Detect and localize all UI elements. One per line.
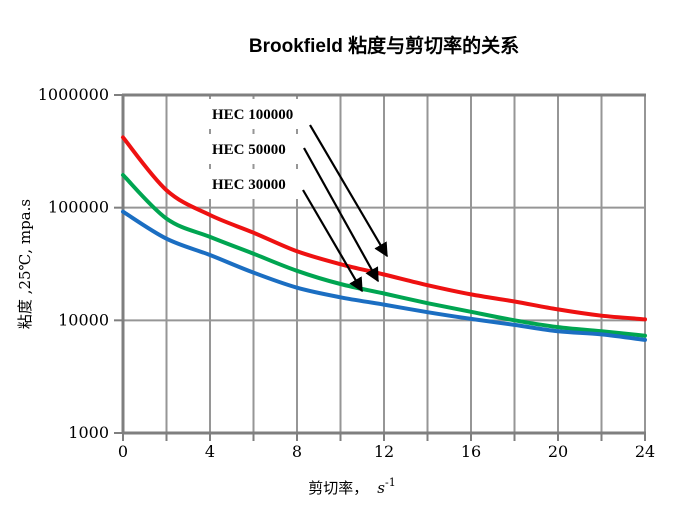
series-labels: HEC 100000 HEC 50000 HEC 30000 bbox=[204, 99, 307, 199]
y-tick-label: 1000 bbox=[68, 423, 109, 442]
chart-title: Brookfield 粘度与剪切率的关系 bbox=[249, 34, 519, 57]
x-axis-exponent: -1 bbox=[385, 476, 396, 489]
x-tick-label: 4 bbox=[205, 442, 215, 461]
annotation-arrows bbox=[302, 124, 388, 293]
x-tick-label: 24 bbox=[635, 442, 655, 461]
series-label-hec-50000: HEC 50000 bbox=[212, 142, 286, 158]
series-label-hec-100000: HEC 100000 bbox=[212, 107, 293, 123]
series-label-box bbox=[204, 134, 307, 164]
y-axis-title: 粘度 ,25℃, mpa.s bbox=[16, 199, 34, 329]
axes bbox=[114, 93, 646, 441]
y-tick-label: 10000 bbox=[58, 310, 109, 329]
x-tick-label: 8 bbox=[292, 442, 302, 461]
x-tick-label: 20 bbox=[548, 442, 568, 461]
series-label-box bbox=[204, 169, 307, 199]
series-label-box bbox=[204, 99, 307, 129]
y-tick-label: 1000000 bbox=[38, 85, 109, 104]
y-tick-label: 100000 bbox=[48, 198, 109, 217]
tick-labels: 0 4 8 12 16 20 24 1000 10000 100000 1000000 bbox=[38, 85, 655, 461]
x-tick-label: 0 bbox=[118, 442, 128, 461]
annotation-arrow-hec-50000 bbox=[303, 147, 379, 283]
series-line-hec-30000 bbox=[121, 209, 647, 342]
gridlines bbox=[122, 94, 646, 434]
annotation-arrow-hec-30000 bbox=[302, 189, 363, 293]
annotation-arrow-hec-100000 bbox=[309, 124, 388, 258]
series-line-hec-100000 bbox=[121, 135, 647, 322]
x-tick-label: 12 bbox=[374, 442, 394, 461]
series-label-hec-30000: HEC 30000 bbox=[212, 177, 286, 193]
series-line-hec-50000 bbox=[121, 173, 647, 338]
x-axis-title: 剪切率， s-1 bbox=[308, 476, 395, 497]
series-lines bbox=[121, 135, 647, 342]
x-axis-title-text: 剪切率， bbox=[308, 479, 368, 497]
x-axis-unit: s bbox=[377, 479, 385, 497]
x-tick-label: 16 bbox=[461, 442, 481, 461]
